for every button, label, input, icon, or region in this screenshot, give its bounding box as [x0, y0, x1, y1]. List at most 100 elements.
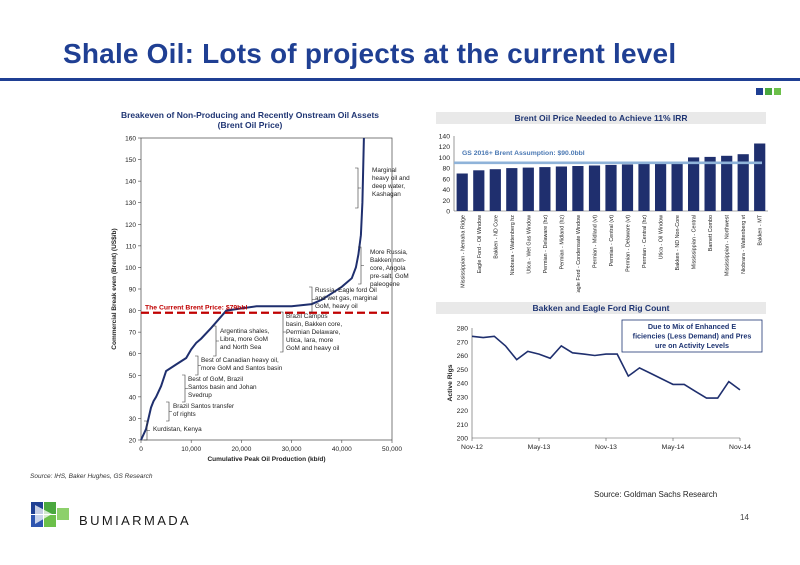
category-label: Eagle Ford - Oil Window	[477, 215, 483, 274]
y-tick-label: 270	[457, 339, 469, 346]
x-tick-label: 0	[139, 446, 143, 453]
bar	[638, 163, 650, 211]
category-label: Niobrara - Wattenberg vt	[741, 215, 747, 274]
category-label: Bakken - ND Core	[493, 215, 499, 259]
category-label: Mississippian - Northwest	[725, 215, 731, 277]
annotation-line: More Russia,	[370, 249, 408, 256]
x-tick-label: 40,000	[332, 446, 352, 453]
rig-count-chart: 200 210 220 230 240 250 260 270 280 Nov-12 May-13 N…	[447, 319, 763, 451]
annotation-line: Best of Canadian heavy oil,	[201, 357, 279, 364]
y-tick-label: 70	[129, 330, 137, 337]
callout-line: ficiencies (Less Demand) and Pres	[633, 332, 752, 341]
annotation-line: core, Angola	[370, 265, 406, 272]
annotation-line: Libra, more GoM	[220, 336, 268, 343]
category-label: Permian - Midland (vt)	[593, 215, 599, 268]
y-tick-label: 0	[446, 209, 450, 216]
y-tick-label: 100	[125, 265, 136, 272]
y-tick-label: 40	[442, 187, 450, 194]
y-tick-label: 260	[457, 353, 469, 360]
x-tick-label: 30,000	[282, 446, 302, 453]
callout-box	[621, 319, 763, 353]
annotation-line: Brazil Campos	[286, 313, 328, 320]
callout-line: ure on Activity Levels	[655, 341, 729, 350]
bar	[456, 173, 468, 211]
annotation-bracket	[195, 355, 201, 376]
y-tick-label: 60	[129, 351, 137, 358]
annotation-label: Brazil Santos transfer of rights	[173, 403, 235, 418]
category-label: Mississippian - Central	[692, 215, 698, 269]
x-tick-label: Nov-14	[729, 444, 751, 451]
brand-name: BUMIARMADA	[79, 513, 192, 528]
source-note-right: Source: Goldman Sachs Research	[594, 490, 718, 499]
category-label: Permian - Delaware (vt)	[626, 215, 632, 272]
annotation-line: Brazil Santos transfer	[173, 403, 235, 410]
category-label: Bakken - ND Non-Core	[675, 215, 681, 270]
y-tick-label: 90	[129, 287, 137, 294]
category-label: Bakken - MT	[758, 214, 764, 245]
y-tick-label: 230	[457, 394, 469, 401]
x-tick-label: 10,000	[181, 446, 201, 453]
annotation-label: Best of Canadian heavy oil, more GoM and …	[201, 357, 283, 372]
y-tick-label: 200	[457, 436, 469, 443]
y-axis-label: Commercial Break even (Brent) (US$/b)	[111, 228, 118, 349]
category-label: Permian - Central (hz)	[642, 215, 648, 268]
bar	[688, 157, 700, 211]
bar	[704, 156, 716, 211]
annotation-label: More Russia, Bakken non-core, Angola pre-s…	[370, 249, 409, 288]
annotation-line: of rights	[173, 411, 196, 418]
accent-square	[765, 88, 772, 95]
y-tick-label: 80	[442, 166, 450, 173]
x-tick-label: May-14	[662, 444, 685, 451]
x-tick-label: Nov-13	[595, 444, 617, 451]
bar	[473, 170, 485, 211]
y-tick-label: 210	[457, 422, 469, 429]
y-tick-label: 130	[125, 200, 136, 207]
x-tick-label: May-13	[528, 444, 551, 451]
irr-chart-title: Brent Oil Price Needed to Achieve 11% IR…	[436, 112, 766, 124]
category-label: Eagle Ford - Condensate Window	[576, 215, 582, 293]
annotation-line: Svedrup	[188, 392, 212, 399]
bar	[506, 168, 518, 211]
annotation-line: Best of GoM, Brazil	[188, 376, 243, 383]
annotation-bracket	[309, 286, 315, 313]
annotation-line: Marginal	[372, 167, 397, 174]
annotation-line: heavy oil and	[372, 175, 410, 182]
annotation-line: Utica, Iara, more	[286, 337, 334, 344]
category-label: Permian - Central (vt)	[609, 215, 615, 267]
annotation-bracket	[355, 167, 361, 209]
bar	[588, 165, 601, 211]
annotation-bracket	[280, 311, 286, 353]
x-tick-label: Nov-12	[461, 444, 483, 451]
y-tick-label: 110	[126, 243, 137, 250]
annotation-line: GoM and heavy oil	[286, 345, 339, 352]
x-axis-label: Cumulative Peak Oil Production (kb/d)	[207, 456, 325, 463]
breakeven-chart-subtitle: (Brent Oil Price)	[217, 120, 283, 130]
category-label: Utica - Oil Window	[659, 215, 665, 259]
source-note-left: Source: IHS, Baker Hughes, GS Research	[30, 473, 153, 480]
bar	[539, 167, 551, 211]
category-label: Niobrara - Wattenberg hz	[510, 215, 516, 276]
y-axis-label: Active Rigs	[447, 364, 454, 401]
annotation-line: Permian Delaware,	[286, 329, 341, 336]
brent-assumption-label: GS 2016+ Brent Assumption: $90.0bbl	[462, 150, 585, 157]
annotation-label: Argentina shales, Libra, more GoM and Nort…	[220, 328, 270, 351]
bar	[605, 164, 617, 211]
bar	[489, 169, 501, 211]
plot-frame	[140, 137, 393, 441]
y-tick-label: 140	[125, 179, 136, 186]
y-tick-label: 140	[439, 134, 451, 141]
annotation-bracket	[358, 246, 364, 285]
category-label: Permian - Midland (hz)	[559, 215, 565, 270]
callout-line: Due to Mix of Enhanced E	[648, 322, 736, 331]
y-tick-label: 40	[129, 394, 137, 401]
bar	[754, 143, 766, 211]
breakeven-chart-title: Breakeven of Non-Producing and Recently …	[120, 110, 380, 120]
annotation-line: Kashagan	[372, 191, 401, 198]
y-tick-label: 120	[439, 144, 451, 151]
y-tick-label: 120	[125, 222, 136, 229]
y-tick-label: 280	[457, 326, 469, 333]
breakeven-chart: 20 30 40 50 60 70 80 90 100 110 120 130 140 150 160 0 10…	[111, 136, 410, 464]
annotation-line: more GoM and Santos basin	[201, 365, 283, 372]
y-tick-label: 50	[129, 373, 137, 380]
